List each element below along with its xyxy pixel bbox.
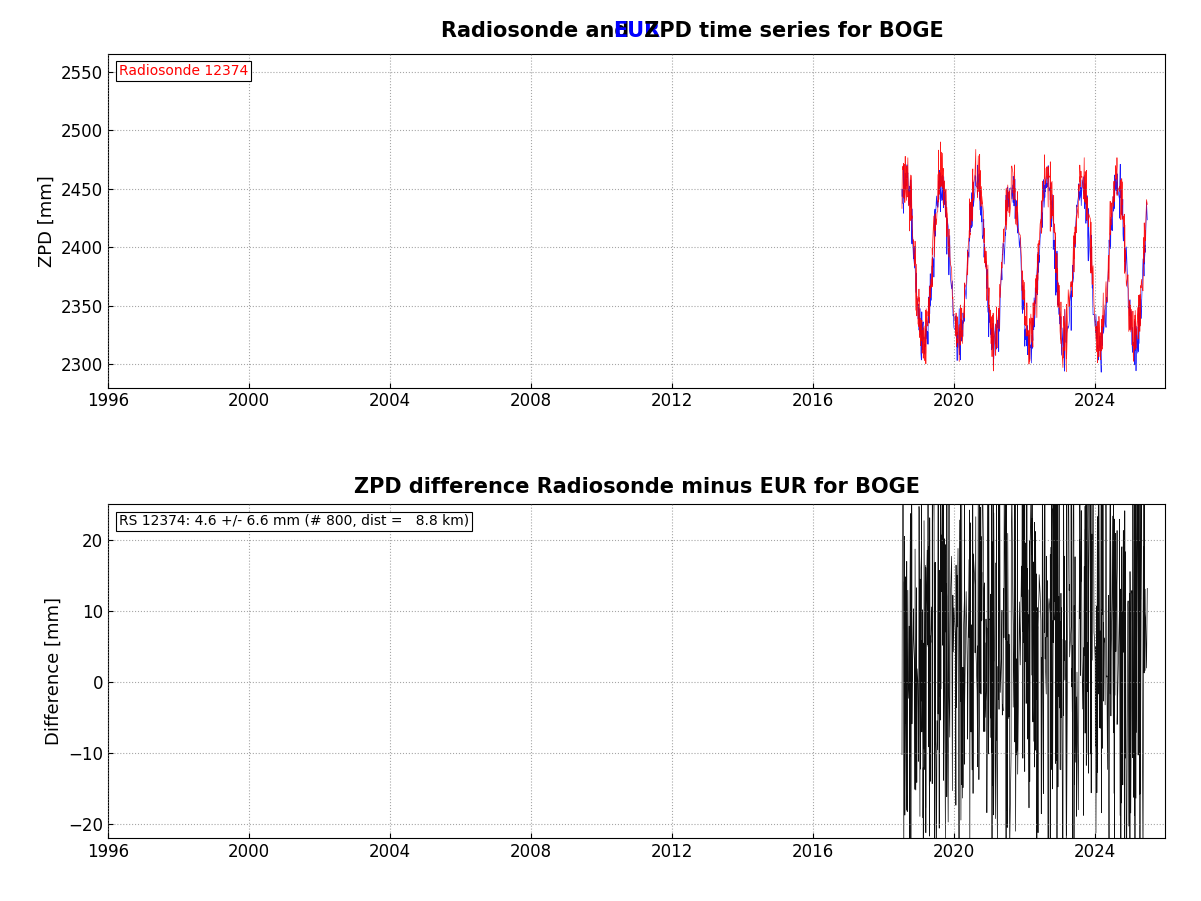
Y-axis label: ZPD [mm]: ZPD [mm] [37, 175, 55, 267]
Title: ZPD difference Radiosonde minus EUR for BOGE: ZPD difference Radiosonde minus EUR for … [353, 478, 920, 497]
Text: RS 12374: 4.6 +/- 6.6 mm (# 800, dist =   8.8 km): RS 12374: 4.6 +/- 6.6 mm (# 800, dist = … [119, 514, 468, 528]
Text: EUR: EUR [613, 21, 661, 41]
Y-axis label: Difference [mm]: Difference [mm] [44, 597, 62, 745]
Text: Radiosonde and: Radiosonde and [441, 21, 637, 41]
Text: ZPD time series for BOGE: ZPD time series for BOGE [637, 21, 943, 41]
Text: Radiosonde 12374: Radiosonde 12374 [119, 64, 247, 78]
